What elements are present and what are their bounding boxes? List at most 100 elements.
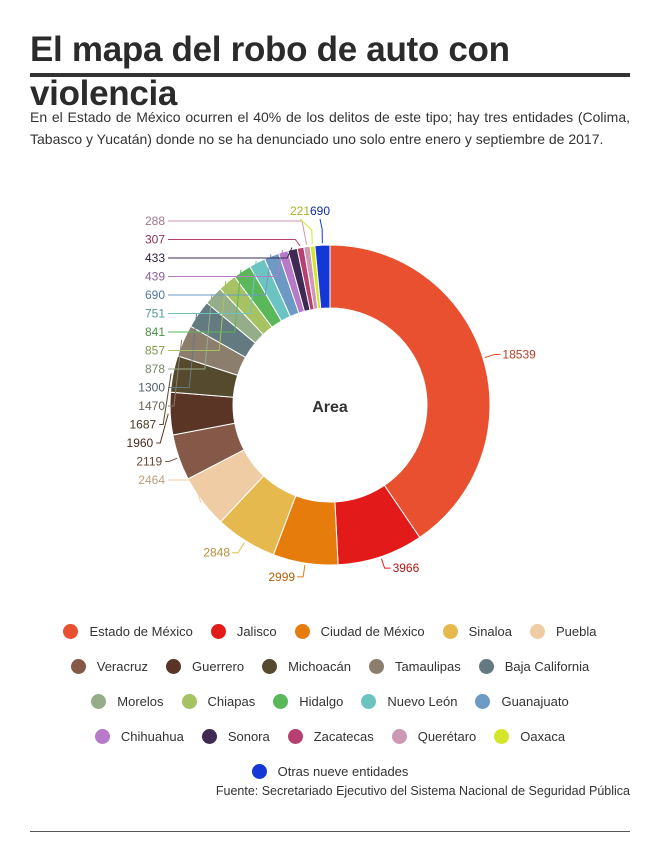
- legend-swatch: [166, 658, 182, 674]
- leader-line-guanajuato: [168, 254, 272, 296]
- legend-item-veracruz[interactable]: Veracruz: [70, 655, 149, 677]
- leader-line-jalisco: [380, 558, 391, 569]
- donut-chart: 18539 3966 2999 2848 2464 2119 1960 1687 1470 130…: [127, 204, 537, 584]
- legend-swatch: [368, 658, 384, 674]
- legend-item-morelos[interactable]: Morelos: [91, 690, 164, 712]
- legend-item-guanajuato[interactable]: Guanajuato: [475, 690, 569, 712]
- legend-label: Zacatecas: [313, 728, 374, 744]
- data-label-oaxaca: 221: [290, 204, 310, 218]
- legend-swatch: [530, 623, 546, 639]
- data-label-michoacan: 1687: [129, 418, 156, 432]
- data-labels-layer: 18539 3966 2999 2848 2464 2119 1960 1687 1470 130…: [127, 204, 537, 584]
- legend-swatch: [94, 728, 110, 744]
- legend-label: Nuevo León: [387, 693, 458, 709]
- data-label-ciudad-de-mexico: 2999: [268, 570, 295, 584]
- legend-item-queretaro[interactable]: Querétaro: [391, 725, 477, 747]
- legend-item-baja-california[interactable]: Baja California: [478, 655, 590, 677]
- legend-item-nuevo-leon[interactable]: Nuevo León: [361, 690, 457, 712]
- legend-item-sonora[interactable]: Sonora: [201, 725, 270, 747]
- data-label-puebla: 2464: [138, 473, 165, 487]
- legend-swatch: [442, 623, 458, 639]
- leader-line-zacatecas: [168, 239, 301, 247]
- legend-label: Veracruz: [96, 658, 149, 674]
- slice-otras-nueve-entidades: [314, 244, 331, 309]
- data-label-jalisco: 3966: [393, 561, 420, 575]
- leader-line-chihuahua: [168, 249, 284, 277]
- bottom-divider: [30, 831, 630, 832]
- legend-label: Morelos: [117, 693, 164, 709]
- slice-estado-de-mexico: [329, 244, 491, 539]
- legend-swatch: [91, 693, 107, 709]
- legend-item-ciudad-de-mexico[interactable]: Ciudad de México: [294, 620, 425, 642]
- title-divider: [30, 73, 630, 77]
- chart-title: El mapa del robo de auto con violencia: [30, 30, 510, 113]
- data-label-chiapas: 857: [145, 344, 165, 358]
- leader-line-nuevo-leon: [168, 260, 257, 314]
- leader-line-baja-california: [168, 313, 198, 388]
- leader-line-tamaulipas: [168, 339, 183, 407]
- legend-item-chihuahua[interactable]: Chihuahua: [94, 725, 184, 747]
- legend-swatch: [391, 728, 407, 744]
- data-label-veracruz: 2119: [136, 455, 162, 469]
- legend-label: Guanajuato: [501, 693, 569, 709]
- legend-item-zacatecas[interactable]: Zacatecas: [287, 725, 374, 747]
- legend-label: Oaxaca: [520, 728, 566, 744]
- data-label-guerrero: 1960: [127, 436, 154, 450]
- legend-swatch: [294, 623, 310, 639]
- legend-swatch: [478, 658, 494, 674]
- legend-item-puebla[interactable]: Puebla: [530, 620, 597, 642]
- legend-label: Sonora: [227, 728, 270, 744]
- leader-line-hidalgo: [168, 269, 242, 333]
- legend-swatch: [262, 658, 278, 674]
- legend-label: Michoacán: [288, 658, 351, 674]
- leader-line-queretaro: [168, 220, 308, 245]
- leader-line-puebla: [168, 479, 202, 504]
- data-label-guanajuato: 690: [145, 288, 165, 302]
- legend-label: Hidalgo: [299, 693, 344, 709]
- legend-label: Puebla: [556, 623, 597, 639]
- data-label-estado-de-mexico: 18539: [502, 348, 536, 362]
- legend-item-guerrero[interactable]: Guerrero: [166, 655, 244, 677]
- leader-line-ciudad-de-mexico: [297, 564, 306, 578]
- legend-item-oaxaca[interactable]: Oaxaca: [494, 725, 565, 747]
- data-label-zacatecas: 307: [145, 233, 165, 247]
- leader-line-veracruz: [165, 457, 178, 462]
- slices-layer: [169, 244, 491, 566]
- legend-item-tamaulipas[interactable]: Tamaulipas: [368, 655, 461, 677]
- chart-subtitle: En el Estado de México ocurren el 40% de…: [30, 109, 630, 147]
- legend-item-michoacan[interactable]: Michoacán: [262, 655, 351, 677]
- leader-lines-layer: [156, 218, 501, 578]
- legend-label: Ciudad de México: [320, 623, 425, 639]
- leader-line-otras-nueve-entidades: [319, 218, 323, 244]
- leader-line-chiapas: [168, 280, 227, 351]
- legend-item-otras-nueve-entidades[interactable]: Otras nueve entidades: [251, 760, 408, 782]
- leader-line-sonora: [168, 247, 293, 259]
- legend-swatch: [494, 728, 510, 744]
- data-label-tamaulipas: 1470: [138, 399, 165, 413]
- legend-label: Chihuahua: [120, 728, 184, 744]
- legend-item-sinaloa[interactable]: Sinaloa: [442, 620, 513, 642]
- legend-item-hidalgo[interactable]: Hidalgo: [273, 690, 343, 712]
- legend-label: Tamaulipas: [394, 658, 461, 674]
- legend-label: Baja California: [504, 658, 590, 674]
- chart-legend: Estado de México Jalisco Ciudad de México S…: [30, 620, 630, 782]
- center-label: Area: [312, 399, 348, 416]
- legend-item-estado-de-mexico[interactable]: Estado de México: [63, 620, 193, 642]
- data-label-morelos: 878: [145, 362, 165, 376]
- legend-label: Chiapas: [207, 693, 256, 709]
- legend-label: Querétaro: [417, 728, 477, 744]
- data-label-sinaloa: 2848: [203, 546, 230, 560]
- legend-label: Estado de México: [89, 623, 193, 639]
- legend-label: Sinaloa: [468, 623, 513, 639]
- legend-swatch: [63, 623, 79, 639]
- legend-swatch: [287, 728, 303, 744]
- leader-line-sinaloa: [232, 542, 245, 554]
- data-label-hidalgo: 841: [145, 325, 165, 339]
- legend-swatch: [273, 693, 289, 709]
- data-label-chihuahua: 439: [145, 270, 165, 284]
- leader-line-guerrero: [156, 413, 169, 444]
- legend-item-jalisco[interactable]: Jalisco: [210, 620, 277, 642]
- data-label-nuevo-leon: 751: [145, 307, 165, 321]
- data-label-baja-california: 1300: [138, 381, 165, 395]
- legend-item-chiapas[interactable]: Chiapas: [181, 690, 256, 712]
